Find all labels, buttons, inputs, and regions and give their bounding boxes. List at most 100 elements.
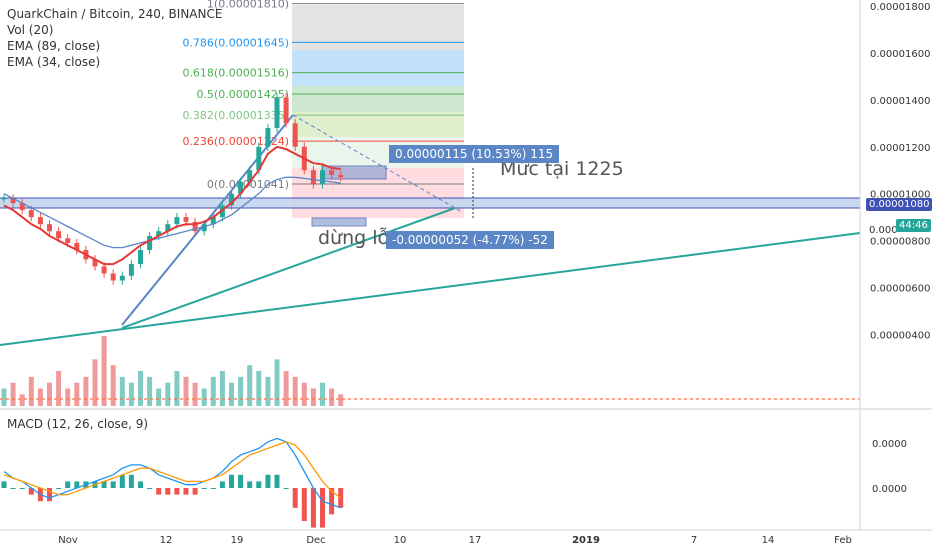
macd-hist-bar xyxy=(47,488,52,502)
volume-bar xyxy=(92,359,98,406)
resistance-annotation[interactable]: Mức tại 1225 xyxy=(500,158,624,180)
volume-bar xyxy=(110,365,116,406)
volume-bar xyxy=(210,376,216,406)
volume-bar xyxy=(1,388,7,406)
volume-bar xyxy=(338,394,344,406)
macd-hist-bar xyxy=(101,481,107,488)
volume-bar xyxy=(19,394,25,406)
volume-bar xyxy=(65,388,71,406)
candle-body xyxy=(19,203,25,211)
price-tick-label: 0.00001200 xyxy=(870,143,930,154)
candle-body xyxy=(156,231,162,236)
resistance-band[interactable] xyxy=(0,198,860,208)
candle-body xyxy=(256,146,262,171)
candle-body xyxy=(110,273,116,281)
indicator-macd[interactable]: MACD (12, 26, close, 9) xyxy=(7,417,149,431)
volume-bar xyxy=(229,382,234,406)
macd-hist-bar xyxy=(329,488,335,515)
candle-body xyxy=(292,123,298,147)
volume-bar xyxy=(37,388,43,406)
indicator-ema-34[interactable]: EMA (34, close) xyxy=(7,55,101,69)
macd-hist-bar xyxy=(183,488,189,495)
macd-hist-bar xyxy=(119,474,125,488)
trendline-long[interactable] xyxy=(0,232,861,346)
price-tick-label: 0.00001000 xyxy=(870,190,930,201)
price-tick-label: 0.00001800 xyxy=(870,2,930,13)
fib-zone-4 xyxy=(292,112,464,137)
candle-body xyxy=(183,217,189,222)
price-tick-label: 0.00001600 xyxy=(870,49,930,60)
macd-tick-label: 0.0000 xyxy=(872,439,907,450)
time-axis[interactable]: Nov 12 19 Dec 10 17 2019 7 14 Feb xyxy=(58,535,852,546)
macd-hist-bar xyxy=(201,488,207,489)
volume-bar xyxy=(256,371,262,406)
volume-bar xyxy=(192,382,198,406)
macd-hist-bar xyxy=(165,488,171,495)
volume-bar xyxy=(74,382,80,406)
macd-hist-bar xyxy=(274,474,280,488)
candle-body xyxy=(265,127,271,147)
indicator-ema-89[interactable]: EMA (89, close) xyxy=(7,39,101,53)
chart-title: QuarkChain / Bitcoin, 240, BINANCE xyxy=(7,7,223,21)
candle-body xyxy=(1,198,7,200)
stoploss-annotation[interactable]: dừng lỗ xyxy=(318,227,390,249)
candle-body xyxy=(92,259,98,267)
volume-bar xyxy=(174,371,180,406)
candle-body xyxy=(192,221,198,232)
macd-hist-bar xyxy=(256,481,262,488)
candle-body xyxy=(119,275,125,281)
price-tick-label: 0.00000600 xyxy=(870,284,930,295)
candle-body xyxy=(310,170,316,185)
macd-hist-bar xyxy=(110,481,116,488)
candle-body xyxy=(37,217,43,225)
candle-body xyxy=(338,174,344,178)
indicator-volume[interactable]: Vol (20) xyxy=(7,23,54,37)
candle-body xyxy=(56,231,62,239)
volume-bar xyxy=(156,388,162,406)
time-tick-label: 12 xyxy=(160,535,173,546)
volume-bar xyxy=(247,365,253,406)
volume-bar xyxy=(165,382,171,406)
current-price-tag: 0.00001080 xyxy=(866,198,932,211)
volume-bar xyxy=(138,371,143,406)
macd-hist-bar xyxy=(238,474,244,488)
time-tick-label: Feb xyxy=(834,535,852,546)
volume-bar xyxy=(238,376,244,406)
candle-body xyxy=(329,170,335,175)
candle-body xyxy=(74,242,80,250)
candle-body xyxy=(65,238,71,243)
price-tick-label: 0.00000800 xyxy=(870,237,930,248)
ema-34-line xyxy=(3,145,341,266)
candle-body xyxy=(101,266,107,274)
time-tick-label: 14 xyxy=(762,535,775,546)
time-tick-label: Dec xyxy=(306,535,325,546)
price-tick-label: 0.00000400 xyxy=(870,330,930,341)
macd-hist-bar xyxy=(310,488,316,528)
fib-level-label: 0.618(0.00001516) xyxy=(182,67,289,80)
ema-89-line xyxy=(3,176,341,249)
fib-zone-1 xyxy=(292,5,464,50)
trendline-short[interactable] xyxy=(121,207,456,329)
candle-body xyxy=(210,217,216,225)
time-tick-label: Nov xyxy=(58,535,78,546)
fib-level-label: 0.382(0.00001335) xyxy=(182,109,289,122)
volume-bar xyxy=(147,376,153,406)
measure-up-label: 0.00000115 (10.53%) 115 xyxy=(389,145,560,163)
fib-zone-3 xyxy=(292,86,464,112)
trendline-projection[interactable] xyxy=(292,114,463,213)
candle-body xyxy=(10,198,16,204)
fibonacci-retracement[interactable]: 1(0.00001810) 0.786(0.00001645) 0.618(0.00… xyxy=(182,0,464,218)
fib-level-label: 1(0.00001810) xyxy=(207,0,289,11)
candle-body xyxy=(247,170,253,182)
time-tick-label: 10 xyxy=(394,535,407,546)
candle-series xyxy=(1,93,344,285)
candle-body xyxy=(165,224,171,232)
price-axis[interactable]: 0.00001800 0.00001600 0.00001400 0.00001200… xyxy=(870,2,930,341)
time-tick-label: 19 xyxy=(231,535,244,546)
candle-body xyxy=(274,97,280,128)
measure-box-down[interactable] xyxy=(311,217,367,227)
macd-hist-bar xyxy=(1,481,7,488)
macd-hist-bar xyxy=(28,488,34,495)
macd-hist-bar xyxy=(65,481,71,488)
